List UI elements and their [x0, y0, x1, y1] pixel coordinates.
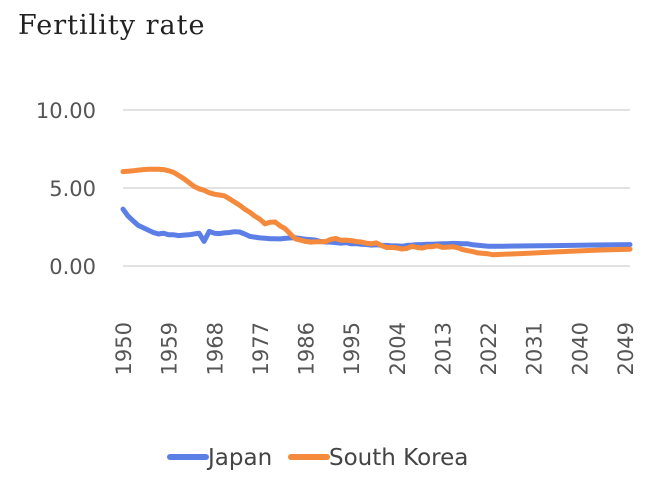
x-tick-label: 1986 [295, 322, 319, 375]
series-line-south-korea [120, 166, 633, 258]
x-tick-label: 2004 [386, 322, 410, 375]
legend-label: Japan [206, 445, 272, 471]
gridlines [123, 109, 630, 267]
chart-title: Fertility rate [18, 10, 206, 41]
x-tick-label: 1950 [112, 322, 136, 375]
y-axis-tick-labels: 0.00 5.00 10.00 [36, 99, 96, 279]
series-lines [120, 166, 633, 258]
y-tick-label: 10.00 [36, 99, 96, 123]
x-tick-label: 1959 [158, 322, 182, 375]
x-tick-label: 2031 [523, 322, 547, 375]
x-tick-label: 1968 [203, 322, 227, 375]
x-tick-label: 1977 [249, 322, 273, 375]
y-tick-label: 5.00 [49, 177, 96, 201]
legend-label: South Korea [329, 445, 468, 471]
x-tick-label: 2040 [568, 322, 592, 375]
x-tick-label: 2049 [614, 322, 638, 375]
x-tick-label: 2013 [431, 322, 455, 375]
legend: Japan South Korea [167, 445, 468, 471]
x-tick-label: 1995 [340, 322, 364, 375]
x-tick-label: 2022 [477, 322, 501, 375]
y-tick-label: 0.00 [49, 255, 96, 279]
x-axis-tick-labels: 1950 1959 1968 1977 1986 1995 2004 2013 2022 2031… [112, 322, 638, 375]
